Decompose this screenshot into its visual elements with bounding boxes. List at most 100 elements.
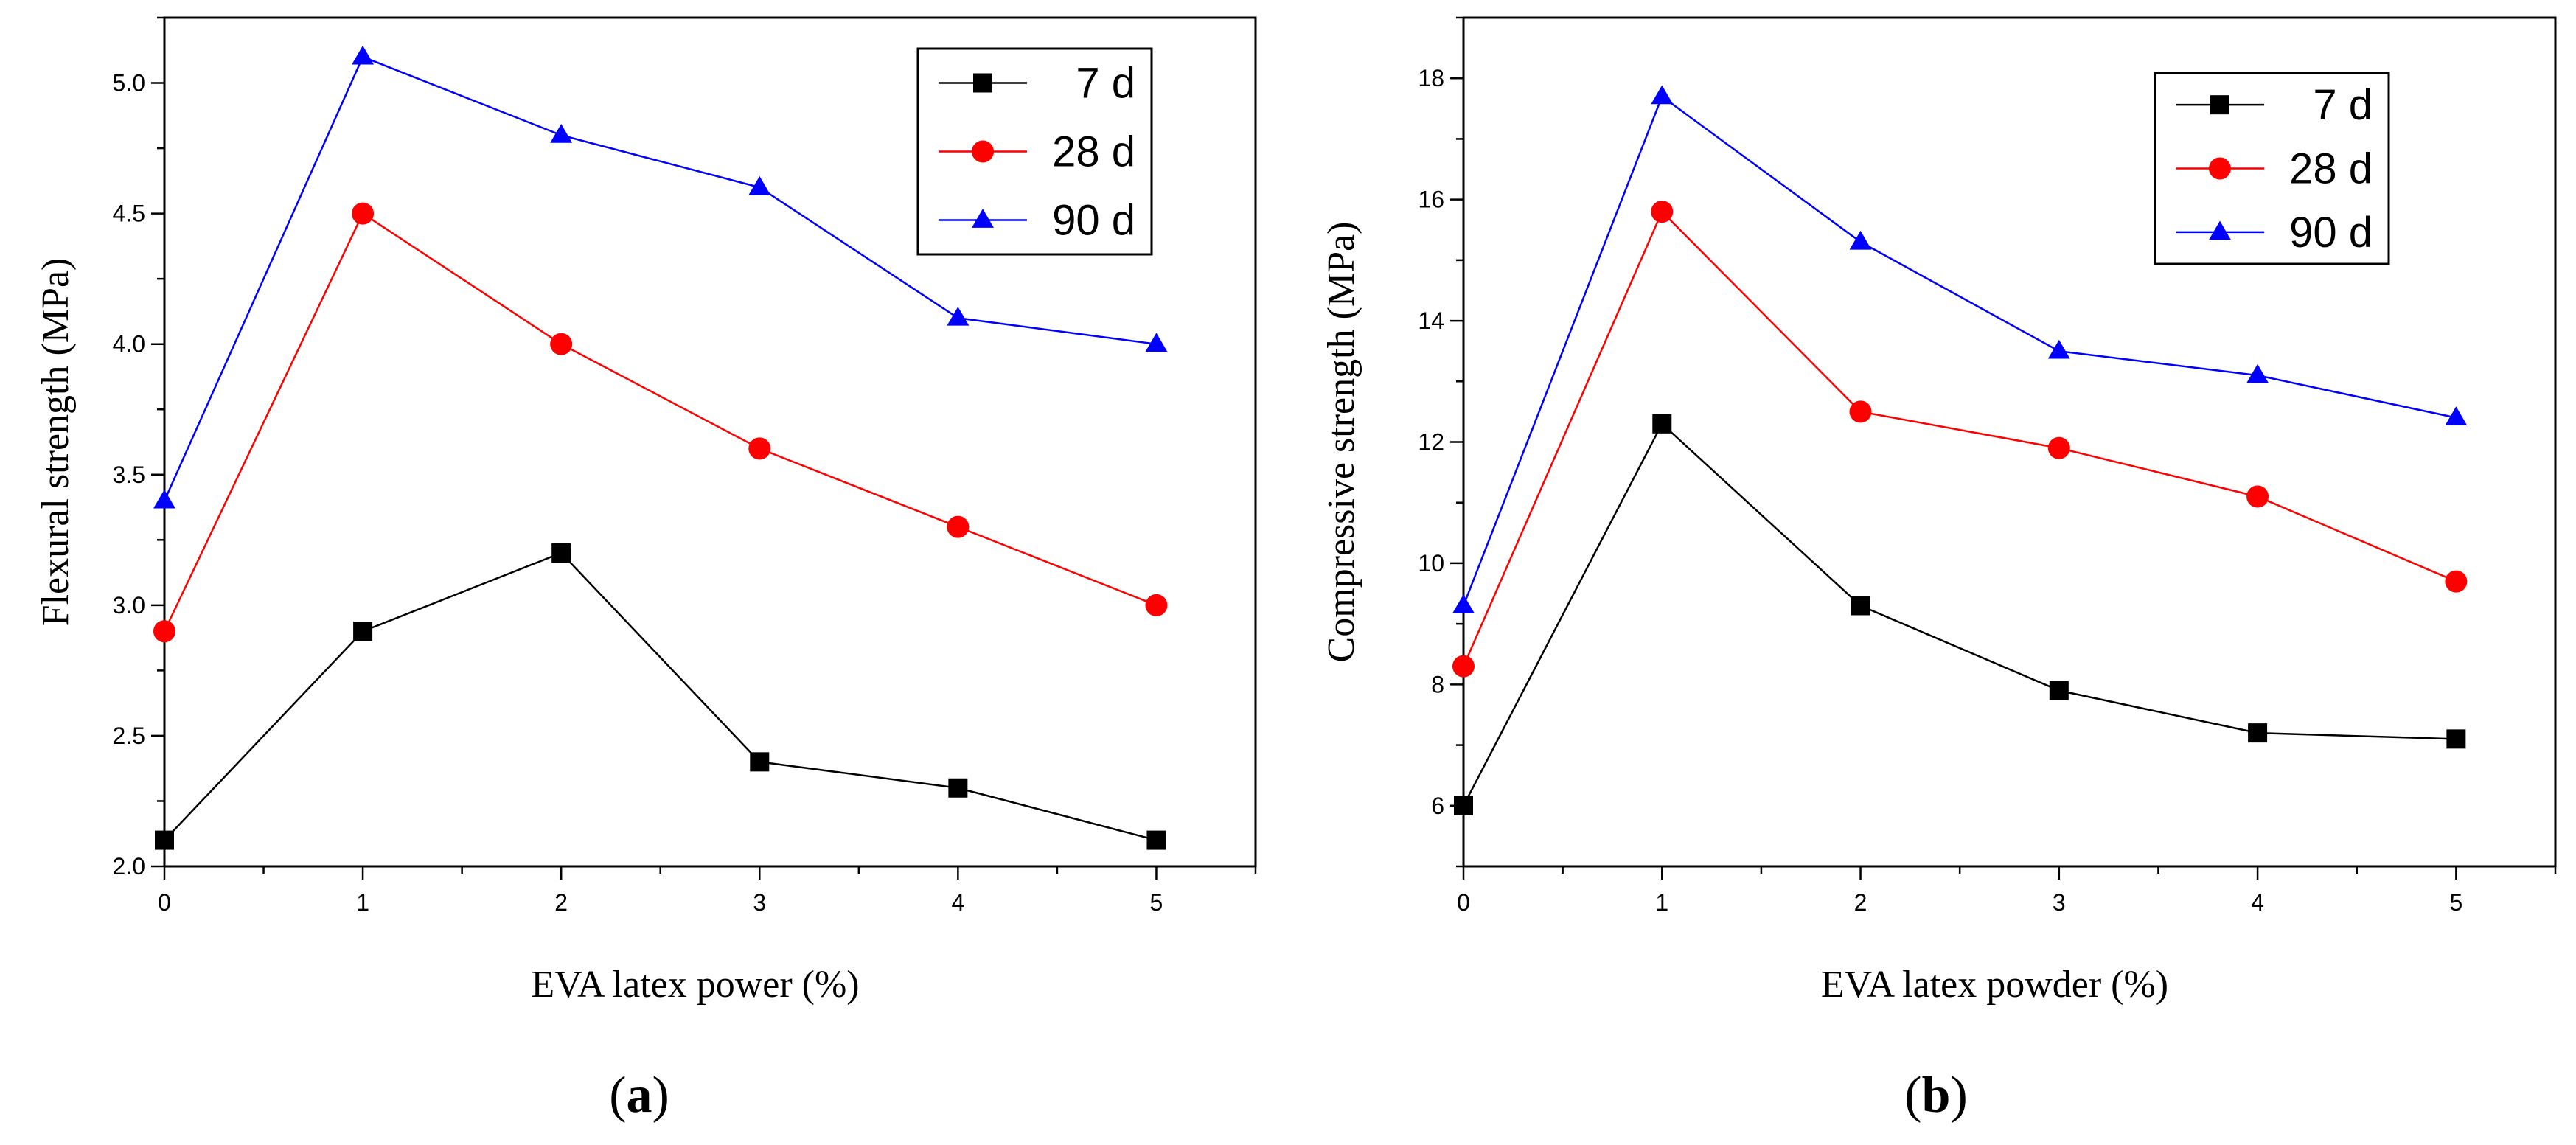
y-tick-label: 5.0 [113,70,145,97]
series-line [163,55,1157,501]
legend: 7 d 28 d 90 d [916,47,1153,256]
data-point [1146,830,1166,850]
data-point [2049,681,2069,700]
panel-label-letter: b [1922,1067,1951,1124]
y-tick-label: 14 [1418,307,1444,334]
data-point [947,306,970,326]
data-point [947,515,970,538]
data-point [155,830,174,850]
data-point [551,543,571,563]
series-line [163,212,1157,632]
x-tick-label: 4 [2251,889,2264,916]
data-point [153,620,175,643]
data-point [353,622,373,641]
data-point [1651,85,1674,105]
data-point [2246,363,2269,383]
plot-frame [1462,16,2557,868]
y-tick-label: 2.0 [113,853,145,880]
series-7d [155,543,1166,850]
panel-label-close: ) [1950,1067,1967,1124]
x-tick-label: 0 [1457,889,1470,916]
x-tick-label: 2 [1854,889,1867,916]
data-point [2445,570,2468,593]
plot-frame [163,16,1257,868]
panel-label-letter: a [627,1067,652,1124]
x-tick-label: 3 [2053,889,2066,916]
legend-label: 7 d [1076,60,1135,108]
data-point [748,437,771,460]
x-axis-title: EVA latex powder (%) [1821,964,2168,1006]
x-tick-label: 0 [158,889,171,916]
y-axis-title: Compressive strength (MPa) [1320,222,1362,663]
series-line [164,551,1157,841]
legend: 7 d 28 d 90 d [2154,72,2390,265]
data-point [1145,333,1168,352]
x-tick-label: 1 [356,889,369,916]
y-tick-label: 12 [1418,429,1444,456]
panel-label: (a) [609,1067,669,1124]
data-point [2047,339,2070,359]
legend-label: 90 d [1052,197,1135,245]
data-point [1849,230,1872,250]
series-90d [1452,85,2468,613]
panel-label-open: ( [609,1067,626,1124]
data-point [1652,414,1672,434]
data-point [1454,796,1473,815]
series-28d [1452,201,2468,678]
series-7d [1454,414,2466,815]
x-tick-label: 5 [1150,889,1163,916]
x-tick-label: 2 [554,889,568,916]
data-point [748,175,771,195]
y-tick-label: 3.5 [113,462,145,488]
y-tick-label: 3.0 [113,592,145,619]
data-point [1651,201,1674,223]
data-point [550,333,573,355]
y-tick-label: 16 [1418,187,1444,213]
panel-label-open: ( [1904,1067,1921,1124]
y-tick-label: 4.0 [113,331,145,358]
panel-label-close: ) [652,1067,669,1124]
series-28d [153,202,1168,643]
data-point [153,489,175,509]
legend-label: 90 d [2289,209,2373,257]
y-tick-label: 10 [1418,550,1444,577]
y-tick-label: 8 [1431,671,1444,697]
data-point [1145,594,1168,616]
x-tick-label: 5 [2449,889,2462,916]
data-point [2445,406,2468,425]
legend-label: 7 d [2313,81,2373,129]
panel-label: (b) [1904,1067,1968,1124]
data-point [1452,655,1475,678]
y-tick-label: 4.5 [113,201,145,227]
x-axis-title: EVA latex power (%) [531,964,859,1006]
legend-label: 28 d [2289,145,2373,193]
data-point [1849,400,1872,423]
legend-marker [2209,220,2231,240]
data-point [2246,485,2269,508]
legend-label: 28 d [1052,128,1135,176]
series-line [1462,94,2457,606]
data-point [1851,596,1870,616]
y-tick-label: 18 [1418,65,1444,91]
y-tick-label: 6 [1431,793,1444,819]
x-tick-label: 1 [1655,889,1668,916]
data-point [352,45,375,65]
data-point [352,202,375,225]
data-point [1452,594,1475,613]
y-tick-label: 2.5 [113,723,145,749]
data-point [550,124,573,143]
x-tick-label: 3 [753,889,766,916]
legend-marker [2209,157,2231,180]
series-line [1462,209,2457,667]
data-point [750,752,770,772]
chart-panel-a: 0 1 2 3 4 5 2.0 2.5 3.0 3.5 4.0 4.5 5.0 EVA latex pow… [35,16,1257,1124]
legend-marker [973,73,992,93]
data-point [2248,723,2268,743]
y-axis-title: Flexural strength (MPa) [35,258,77,627]
series-90d [153,45,1168,509]
legend-marker [2210,95,2229,115]
data-point [2047,436,2070,459]
series-line [1462,422,2457,807]
